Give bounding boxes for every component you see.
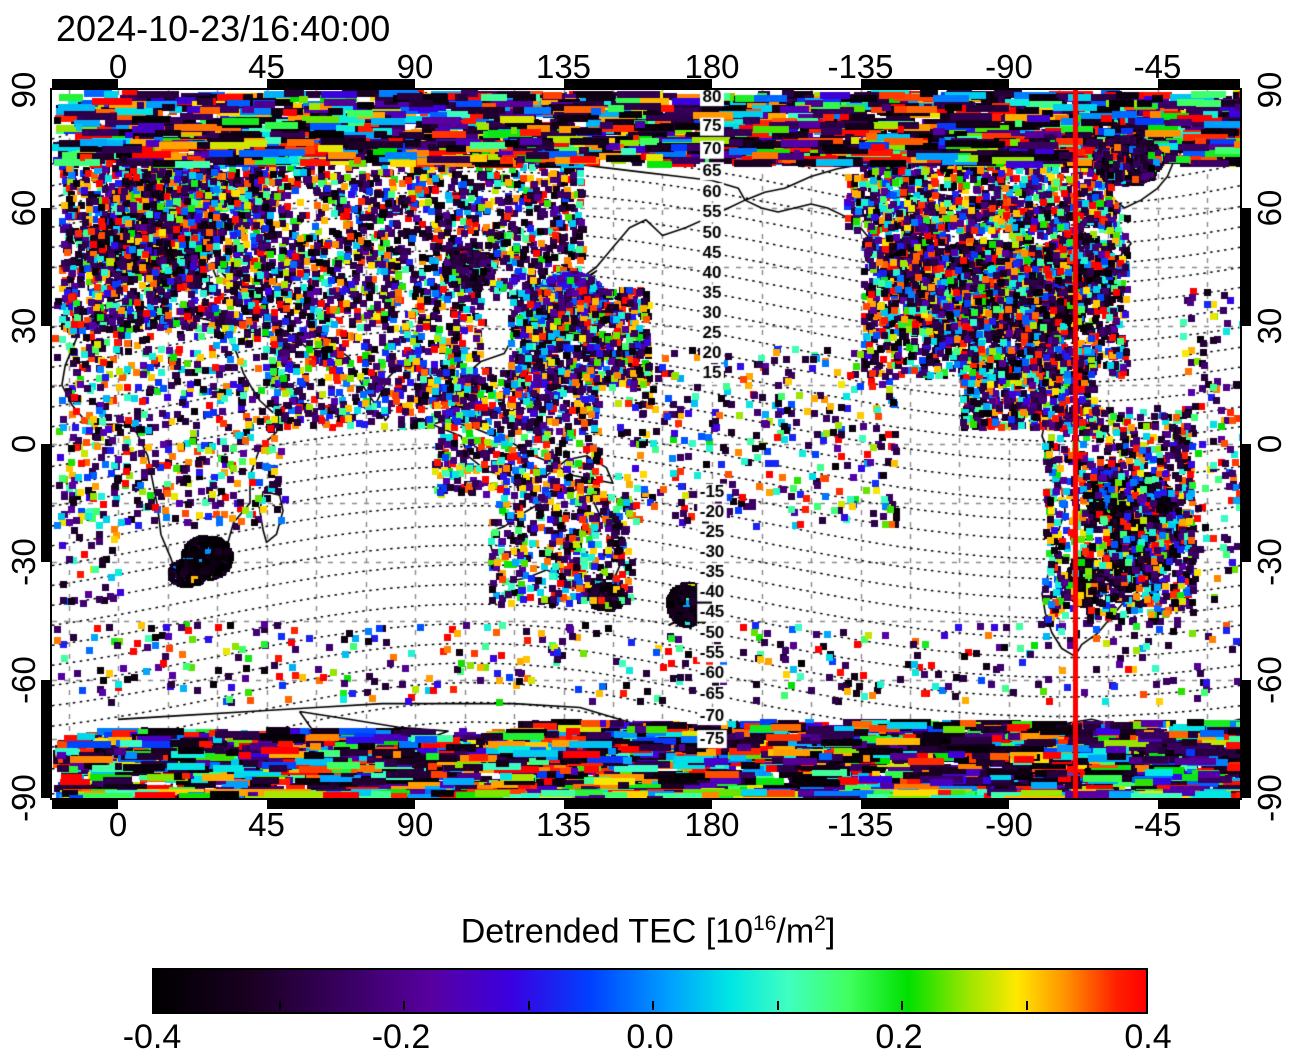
lon-tick-0: 0: [108, 806, 128, 843]
lat-tick-neg90: -90: [1251, 774, 1288, 822]
lat-tick-0: 0: [5, 434, 42, 454]
lat-tick-neg60: -60: [5, 656, 42, 704]
axis-band: [52, 79, 118, 88]
colorbar-tick-0.4: 0.4: [1124, 1018, 1172, 1056]
axis-band: [1242, 208, 1251, 326]
lat-tick-neg30: -30: [5, 538, 42, 586]
lat-tick-90: 90: [1251, 71, 1288, 109]
axis-band: [41, 680, 50, 798]
tec-heatmap-canvas[interactable]: [52, 90, 1240, 798]
lon-tick-neg90: -90: [985, 48, 1033, 85]
map-frame: [50, 88, 1242, 800]
lat-tick-60: 60: [1251, 189, 1288, 227]
lon-tick-45: 45: [248, 48, 285, 85]
colorbar-tickmark: [652, 1001, 654, 1010]
axis-band: [1242, 444, 1251, 562]
lat-tick-60: 60: [5, 189, 42, 227]
colorbar-tick-0.2: 0.2: [875, 1018, 923, 1056]
colorbar-title-main: Detrended TEC [10: [460, 912, 754, 951]
axis-band: [860, 800, 1009, 809]
page-title: 2024-10-23/16:40:00: [56, 8, 391, 49]
axis-band: [41, 208, 50, 326]
colorbar-title-exponent: 16: [753, 912, 777, 935]
lon-tick-90: 90: [396, 48, 434, 85]
colorbar-tickmark: [403, 1001, 405, 1010]
colorbar[interactable]: [152, 968, 1148, 1014]
lat-tick-neg30: -30: [1251, 538, 1288, 586]
axis-band: [860, 79, 1009, 88]
lat-tick-0: 0: [1251, 434, 1288, 454]
colorbar-tick-neg0.2: -0.2: [371, 1018, 431, 1056]
lon-tick-180: 180: [684, 806, 740, 843]
lat-tick-30: 30: [5, 307, 42, 345]
colorbar-title-end: ]: [825, 912, 836, 951]
lon-tick-180: 180: [684, 48, 740, 85]
colorbar-title-exponent2: 2: [814, 912, 826, 935]
colorbar-tickmark: [527, 1001, 530, 1010]
colorbar-tick-0.0: 0.0: [626, 1018, 674, 1056]
colorbar-tick-neg0.4: -0.4: [122, 1018, 182, 1056]
colorbar-gradient: [154, 970, 1146, 1012]
lon-tick-neg90: -90: [985, 806, 1033, 843]
lon-tick-neg135: -135: [827, 48, 894, 85]
axis-band: [1157, 79, 1240, 88]
axis-band: [563, 79, 712, 88]
lon-tick-45: 45: [248, 806, 285, 843]
lon-tick-135: 135: [535, 806, 592, 843]
axis-band: [266, 79, 415, 88]
lon-tick-neg135: -135: [827, 806, 894, 843]
axis-band: [1157, 800, 1240, 809]
axis-band: [52, 800, 118, 809]
lon-tick-neg45: -45: [1133, 48, 1182, 85]
map-plot-area[interactable]: [52, 90, 1240, 798]
lat-tick-neg60: -60: [1251, 656, 1288, 704]
colorbar-title-tail: /m: [776, 912, 815, 951]
colorbar-border: [152, 968, 1148, 1014]
lon-tick-neg45: -45: [1133, 806, 1182, 843]
lat-tick-90: 90: [5, 71, 42, 109]
axis-band: [41, 444, 50, 562]
colorbar-tickmark: [1025, 1001, 1028, 1010]
colorbar-title: Detrended TEC [1016/m2]: [461, 912, 836, 951]
colorbar-tickmark: [278, 1001, 281, 1010]
lat-tick-neg90: -90: [5, 774, 42, 822]
axis-band: [563, 800, 712, 809]
colorbar-tickmark: [901, 1001, 903, 1010]
lon-tick-0: 0: [108, 48, 128, 85]
lon-tick-90: 90: [396, 806, 434, 843]
axis-band: [1242, 680, 1251, 798]
map-panel: [41, 79, 1251, 809]
axis-band: [266, 800, 415, 809]
lon-tick-135: 135: [535, 48, 592, 85]
colorbar-tickmark: [776, 1001, 779, 1010]
lat-tick-30: 30: [1251, 307, 1288, 345]
